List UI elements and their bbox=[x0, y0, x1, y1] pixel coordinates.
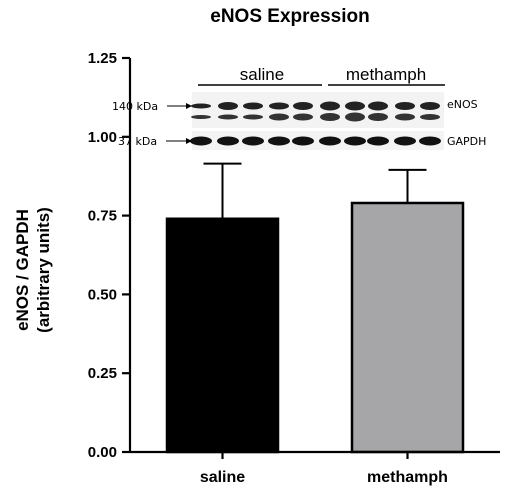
bars bbox=[165, 162, 465, 454]
band-label-enos: eNOS bbox=[447, 98, 478, 111]
enos-band-lower bbox=[269, 113, 289, 121]
enos-band-upper bbox=[218, 102, 238, 110]
x-axis: saline methamph bbox=[130, 450, 500, 486]
chart-title: eNOS Expression bbox=[210, 6, 369, 27]
enos-band-upper bbox=[345, 101, 365, 111]
marker-label-140kda: 140 kDa bbox=[112, 100, 158, 113]
enos-band-upper bbox=[368, 101, 388, 111]
enos-band-lower bbox=[320, 113, 340, 121]
enos-band-lower bbox=[243, 114, 263, 120]
gapdh-band bbox=[344, 136, 366, 146]
x-tick-label-methamph: methamph bbox=[367, 469, 448, 486]
gapdh-band bbox=[367, 136, 389, 146]
y-tick-label: 1.00 bbox=[88, 129, 117, 146]
y-axis-label: eNOS / GAPDH (arbitrary units) bbox=[13, 207, 53, 333]
enos-band-row bbox=[191, 101, 440, 122]
gapdh-band bbox=[268, 136, 290, 146]
bar-saline bbox=[165, 217, 280, 454]
enos-band-upper bbox=[191, 103, 211, 109]
enos-band-upper bbox=[269, 102, 289, 110]
gapdh-band bbox=[292, 136, 314, 146]
gapdh-band bbox=[319, 136, 341, 146]
enos-band-upper bbox=[293, 102, 313, 110]
enos-band-lower bbox=[368, 113, 388, 121]
enos-band-lower bbox=[345, 112, 365, 122]
blot-image-enos bbox=[192, 92, 444, 128]
enos-band-lower bbox=[395, 113, 415, 121]
marker-label-37kda: 37 kDa bbox=[118, 135, 157, 148]
y-axis: 0.00 0.25 0.50 0.75 1.00 1.25 bbox=[88, 50, 132, 461]
y-tick-label: 1.25 bbox=[88, 50, 117, 67]
enos-band-upper bbox=[420, 102, 440, 110]
blot-group-label-methamph: methamph bbox=[346, 65, 426, 84]
gapdh-band bbox=[190, 136, 212, 146]
enos-band-lower bbox=[191, 115, 211, 119]
gapdh-band bbox=[419, 136, 441, 146]
marker-arrowhead-37kda bbox=[186, 138, 192, 144]
marker-arrowhead-140kda bbox=[186, 103, 192, 109]
y-tick-label: 0.75 bbox=[88, 208, 117, 225]
y-tick-label: 0.25 bbox=[88, 365, 117, 382]
band-label-gapdh: GAPDH bbox=[447, 135, 486, 148]
gapdh-band bbox=[242, 136, 264, 146]
enos-band-upper bbox=[395, 102, 415, 110]
y-tick-label: 0.50 bbox=[88, 286, 117, 303]
gapdh-band bbox=[217, 136, 239, 146]
enos-band-lower bbox=[293, 113, 313, 121]
enos-band-lower bbox=[420, 114, 440, 120]
y-axis-label-line1: eNOS / GAPDH bbox=[13, 209, 32, 331]
gapdh-band bbox=[394, 136, 416, 146]
enos-band-upper bbox=[320, 101, 340, 111]
bar-methamph bbox=[350, 201, 465, 454]
y-axis-label-line2: (arbitrary units) bbox=[34, 207, 53, 333]
gapdh-band-row bbox=[190, 136, 441, 146]
enos-band-lower bbox=[218, 114, 238, 120]
blot-group-label-saline: saline bbox=[240, 65, 284, 84]
enos-band-upper bbox=[243, 102, 263, 110]
western-blot-inset: saline methamph 140 kDa 37 kDa eNOS GAPD… bbox=[112, 65, 486, 150]
x-tick-label-saline: saline bbox=[200, 469, 245, 486]
y-tick-label: 0.00 bbox=[88, 444, 117, 461]
